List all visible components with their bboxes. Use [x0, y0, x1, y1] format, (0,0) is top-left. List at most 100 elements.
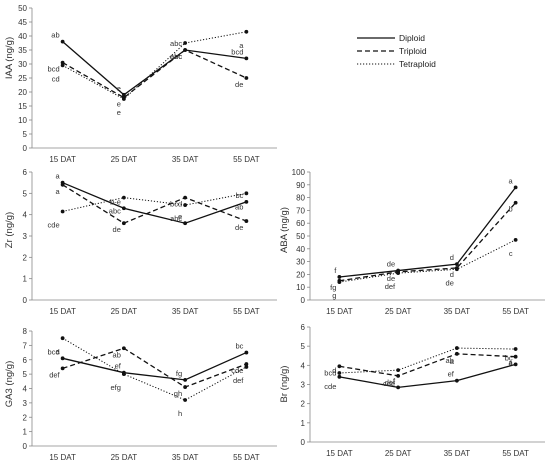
x-tick-label: 15 DAT: [49, 155, 76, 164]
x-tick-label: 15 DAT: [49, 453, 76, 462]
data-point: [396, 373, 401, 378]
data-point: [121, 346, 126, 351]
x-tick-label: 25 DAT: [111, 453, 138, 462]
data-point: [513, 200, 518, 205]
significance-label: fg: [176, 369, 182, 378]
y-tick-label: 80: [296, 194, 305, 203]
y-tick-label: 0: [301, 438, 306, 447]
y-tick-label: 40: [18, 32, 27, 41]
y-axis-label: Zr (ng/g): [4, 212, 15, 248]
y-tick-label: 100: [292, 168, 306, 177]
significance-label: e: [117, 84, 121, 93]
data-point: [183, 221, 188, 226]
significance-label: cde: [383, 379, 395, 388]
x-tick-label: 25 DAT: [385, 307, 412, 316]
data-point: [244, 191, 249, 196]
chart-iaa: 0 5 10 15 20 25 30 35 40 45 50 15 DAT 25 DAT 35 DAT 55…: [4, 4, 277, 164]
y-tick-label: 5: [301, 342, 306, 351]
significance-label: fg: [330, 283, 336, 292]
data-point: [396, 271, 401, 276]
significance-label: de: [387, 274, 395, 283]
y-tick-label: 10: [296, 283, 305, 292]
significance-label: abc: [109, 207, 121, 216]
y-tick-label: 15: [18, 102, 27, 111]
legend: Diploid Triploid Tetraploid: [357, 33, 436, 69]
series-line-triploid: [339, 202, 517, 282]
significance-label: a: [450, 357, 455, 366]
significance-label: de: [235, 223, 243, 232]
significance-label: a: [55, 187, 60, 196]
data-point: [337, 371, 342, 375]
data-point: [60, 63, 65, 68]
y-tick-label: 5: [23, 370, 28, 379]
significance-label: def: [49, 370, 60, 379]
significance-label: h: [178, 409, 182, 418]
y-tick-label: 2: [23, 253, 28, 262]
y-tick-label: 50: [296, 232, 305, 241]
significance-label: e: [178, 212, 182, 221]
series-line-diploid: [339, 186, 517, 278]
data-point: [337, 374, 342, 379]
y-axis-label: IAA (ng/g): [4, 37, 15, 79]
significance-label: a: [55, 172, 60, 181]
data-point: [183, 48, 188, 52]
data-point: [454, 351, 459, 356]
x-tick-label: 35 DAT: [172, 453, 199, 462]
y-tick-label: 4: [301, 361, 306, 370]
data-point: [121, 221, 126, 226]
significance-label: bc: [235, 342, 243, 351]
significance-label: abc: [170, 214, 182, 223]
y-axis-label: GA3 (ng/g): [4, 361, 15, 407]
significance-label: bc: [235, 191, 243, 200]
data-point: [454, 346, 459, 350]
y-tick-label: 30: [296, 258, 305, 267]
data-point: [244, 219, 249, 223]
y-tick-label: 0: [23, 442, 28, 451]
data-point: [454, 378, 459, 383]
data-point: [513, 237, 518, 242]
y-tick-label: 20: [18, 88, 27, 97]
significance-label: g: [332, 291, 336, 300]
significance-label: efg: [110, 383, 120, 392]
chart-br: 0 1 2 3 4 5 6 15 DAT 25 DAT 35 DAT 55 DAT Br (ng/g)…: [279, 323, 545, 458]
series-line-tetraploid: [339, 347, 516, 374]
legend-label-tetraploid: Tetraploid: [399, 59, 436, 69]
data-point: [244, 56, 249, 61]
significance-label: de: [113, 225, 121, 234]
data-point: [244, 29, 249, 34]
data-point: [183, 195, 188, 200]
legend-label-diploid: Diploid: [399, 33, 425, 43]
x-tick-label: 25 DAT: [111, 307, 138, 316]
significance-label: ef: [115, 362, 122, 371]
significance-label: a: [508, 359, 513, 368]
significance-label: ab: [51, 31, 59, 40]
significance-label: ef: [448, 370, 455, 379]
significance-label: de: [235, 80, 243, 89]
x-tick-label: 35 DAT: [172, 155, 199, 164]
x-tick-label: 55 DAT: [502, 307, 529, 316]
chart-zr: 0 1 2 3 4 5 6 15 DAT 25 DAT 35 DAT 55 DAT Zr (ng/g)…: [4, 168, 277, 316]
data-point: [121, 206, 126, 211]
data-point: [244, 76, 249, 80]
y-tick-label: 4: [23, 211, 28, 220]
series-line-diploid: [339, 363, 516, 389]
significance-label: cd: [52, 74, 60, 83]
y-tick-label: 0: [23, 296, 28, 305]
data-point: [60, 366, 65, 371]
y-tick-label: 3: [23, 232, 28, 241]
significance-label: e: [117, 108, 121, 117]
significance-label: bcd: [170, 200, 182, 209]
y-tick-label: 5: [23, 130, 28, 139]
significance-label: bcd: [324, 368, 336, 377]
significance-label: a: [55, 347, 60, 356]
y-tick-label: 1: [301, 419, 306, 428]
significance-label: b: [508, 205, 512, 214]
data-point: [454, 262, 459, 267]
data-point: [396, 368, 401, 373]
chart-ga3: 0 1 2 3 4 5 6 7 8 15 DAT 25 DAT 35 DAT 55 DAT GA3 (ng…: [4, 327, 277, 462]
significance-label: d: [450, 270, 454, 279]
significance-label: f: [393, 376, 396, 385]
y-tick-label: 60: [296, 219, 305, 228]
significance-label: bc: [505, 353, 513, 362]
